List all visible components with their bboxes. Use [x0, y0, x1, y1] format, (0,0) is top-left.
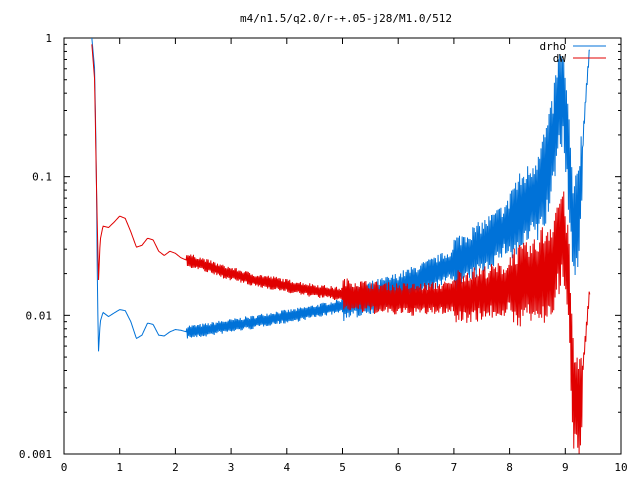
x-tick-label: 6: [395, 461, 402, 474]
plot-frame: [63, 37, 622, 455]
x-tick-label: 4: [283, 461, 290, 474]
x-tick-label: 1: [116, 461, 123, 474]
x-tick-label: 7: [451, 461, 458, 474]
x-tick-label: 0: [61, 461, 68, 474]
x-tick-label: 9: [562, 461, 569, 474]
legend-label-drho: drho: [540, 40, 567, 53]
series-line-drho: [91, 37, 590, 352]
x-tick-label: 5: [339, 461, 346, 474]
chart-title: m4/n1.5/q2.0/r-+.05-j28/M1.0/512: [240, 12, 452, 25]
x-tick-label: 10: [614, 461, 627, 474]
y-tick-label: 1: [45, 32, 52, 45]
y-tick-label: 0.01: [26, 309, 53, 322]
y-tick-label: 0.1: [32, 171, 52, 184]
x-tick-label: 8: [506, 461, 513, 474]
series-line-dW: [91, 44, 591, 454]
x-tick-label: 2: [172, 461, 179, 474]
legend-label-dW: dW: [553, 52, 567, 65]
y-tick-label: 0.001: [19, 448, 52, 461]
x-tick-label: 3: [228, 461, 235, 474]
series-group: [91, 37, 591, 454]
axis-ticks: 0 1 2 3 4 5 6 7 8 9 10 0.001 0.01 0.1 1: [19, 32, 628, 474]
